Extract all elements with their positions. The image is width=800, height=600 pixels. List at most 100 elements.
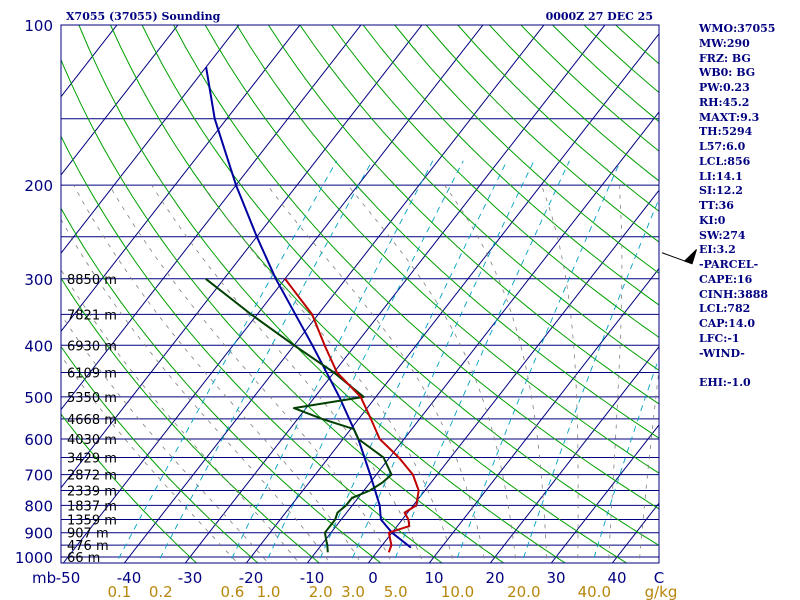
isotherm--130: [0, 13, 4, 568]
pressure-tick-label: 700: [24, 467, 53, 485]
dry-adiabat: [362, 25, 659, 306]
isotherm-0: [367, 189, 659, 563]
plot-background: [61, 25, 659, 563]
mixing-ratio-label: 1.0: [257, 583, 281, 600]
index-line: WMO:37055: [699, 22, 776, 35]
plot-frame: [60, 24, 660, 564]
index-line: LI:14.1: [699, 169, 743, 183]
mixing-ratio-line: [349, 160, 535, 563]
height-label: 2339 m: [67, 485, 117, 500]
height-label: 7821 m: [67, 308, 117, 323]
height-label: 476 m: [67, 539, 109, 554]
index-line: -WIND-: [699, 346, 745, 360]
mixing-ratio-label: g/kg: [645, 583, 678, 600]
moist-adiabat: [61, 313, 269, 563]
moist-adiabat: [638, 365, 659, 563]
temperature-trace: [284, 278, 420, 553]
mixing-ratio-label: 40.0: [578, 583, 611, 600]
height-label: 6930 m: [67, 339, 117, 354]
pressure-tick-label: 200: [24, 177, 53, 195]
dry-adiabat: [61, 207, 382, 563]
pressure-unit-label: mb: [32, 569, 56, 587]
moist-adiabat: [444, 184, 548, 563]
moist-adiabat: [61, 269, 300, 563]
pressure-tick-label: 400: [24, 337, 53, 355]
pressure-tick-label: 800: [24, 497, 53, 515]
dry-adiabat: [61, 135, 444, 563]
isotherm--40: [123, 25, 545, 563]
temperature-tick-label: -20: [239, 569, 264, 587]
index-line: CAP:14.0: [699, 317, 756, 330]
index-line: TH:5294: [699, 125, 753, 139]
height-label: 6109 m: [67, 367, 117, 382]
mixing-ratio-label: 0.2: [149, 583, 173, 600]
index-line: MW:290: [699, 36, 750, 50]
mixing-ratio-label: 0.6: [220, 583, 244, 600]
sounding-time: 0000Z 27 DEC 25: [546, 10, 653, 23]
dry-adiabat: [204, 25, 659, 474]
mixing-ratio-label: 10.0: [441, 583, 474, 600]
dry-adiabat: [141, 25, 659, 547]
index-line: PW:0.23: [699, 81, 750, 94]
mixing-ratio-line: [265, 160, 464, 563]
height-label: 2872 m: [67, 469, 117, 484]
height-label: 4030 m: [67, 433, 117, 448]
dry-adiabat: [61, 345, 259, 563]
isotherm--80: [61, 25, 301, 333]
pressure-tick-label: 500: [24, 389, 53, 407]
index-line: [699, 361, 798, 376]
dry-adiabat: [61, 277, 321, 563]
temperature-tick-label: 0: [368, 569, 378, 587]
mixing-ratio-label: 5.0: [384, 583, 408, 600]
height-label: 1359 m: [67, 514, 117, 529]
dry-adiabat: [110, 25, 628, 563]
mixing-ratio-line: [228, 160, 434, 563]
index-line: L57:6.0: [699, 140, 746, 153]
mixing-ratio-line: [454, 160, 621, 563]
parcel-trace: [205, 66, 412, 549]
pressure-tick-label: 900: [24, 525, 53, 543]
dry-adiabat: [394, 25, 659, 274]
dry-adiabat: [61, 413, 198, 563]
moist-adiabat: [608, 185, 623, 563]
mixing-ratio-line: [317, 160, 508, 563]
dry-adiabat: [299, 25, 659, 371]
dry-adiabat: [331, 25, 659, 338]
temperature-tick-label: -40: [117, 569, 142, 587]
index-line: KI:0: [699, 213, 726, 227]
index-line: CAPE:16: [699, 272, 753, 286]
chart-title: X7055 (37055) Sounding: [66, 10, 221, 23]
dry-adiabat: [61, 58, 505, 563]
moist-adiabat: [61, 355, 238, 563]
isotherm--50: [62, 25, 484, 563]
index-line: FRZ: BG: [699, 51, 751, 65]
temperature-tick-label: -10: [300, 569, 325, 587]
index-line: SW:274: [699, 228, 746, 242]
height-label: 8850 m: [67, 273, 117, 288]
mixing-ratio-line: [157, 160, 373, 563]
index-line: LCL:782: [699, 302, 751, 316]
mixing-ratio-line: [591, 356, 659, 563]
dry-adiabat: [173, 25, 659, 510]
index-line: -PARCEL-: [699, 258, 759, 271]
pressure-tick-label: 1000: [15, 549, 53, 567]
index-line: SI:12.2: [699, 184, 743, 198]
temperature-tick-label: C: [654, 569, 664, 587]
height-label: 3429 m: [67, 452, 117, 467]
index-line: TT:36: [699, 199, 734, 212]
temperature-tick-label: 10: [424, 569, 443, 587]
isotherm--10: [306, 111, 659, 563]
height-label: 1837 m: [67, 499, 117, 514]
isotherm-20: [489, 345, 659, 563]
dry-adiabat: [236, 25, 659, 439]
moist-adiabat: [61, 218, 331, 563]
pressure-tick-label: 100: [24, 17, 53, 35]
index-line: CINH:3888: [699, 287, 769, 301]
pressure-tick-label: 300: [24, 271, 53, 289]
dry-adiabat: [78, 25, 567, 563]
index-line: MAXT:9.3: [699, 110, 760, 124]
height-label: 66 m: [67, 551, 100, 566]
wind-barb: [661, 249, 697, 265]
indices-panel: WMO:37055 MW:290 FRZ: BG WB0: BG PW:0.23 RH:4…: [699, 22, 798, 391]
